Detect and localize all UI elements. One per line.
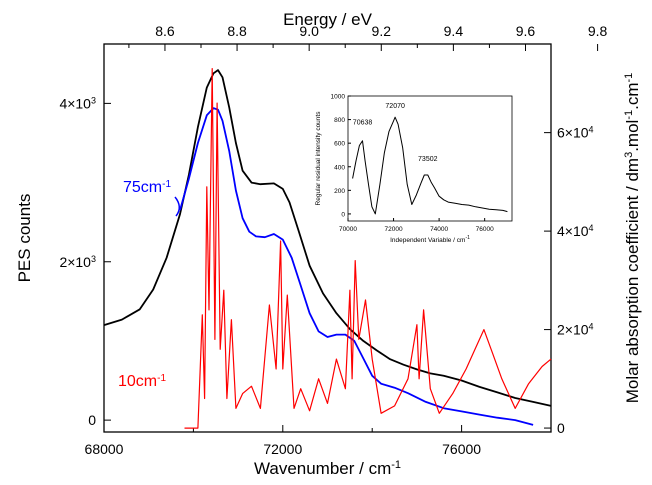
right-tick-label: 4×104 [557, 223, 594, 239]
inset-peak-label: 70638 [353, 119, 373, 126]
x-axis-label: Wavenumber / cm-1 [254, 459, 401, 478]
series-label-2: 10cm-1 [118, 373, 166, 391]
right-tick-label: 6×104 [557, 125, 594, 141]
plot-frame [103, 43, 552, 433]
top-tick-label: 9.4 [444, 23, 464, 39]
inset-y-tick-label: 0 [341, 211, 345, 218]
right-tick-label: 2×104 [557, 322, 594, 338]
x-tick-label: 76000 [442, 441, 481, 457]
inset-peak-label: 73502 [418, 156, 438, 163]
series-line-2 [184, 67, 552, 429]
series-label-leader [174, 196, 180, 217]
series-label-1: 75cm-1 [123, 179, 171, 197]
top-tick-label: 9.0 [299, 23, 319, 39]
series-line-1 [179, 107, 534, 426]
inset-x-tick-label: 74000 [430, 226, 448, 233]
inset-chart: 70000 72000 74000 76000 0 200 400 600 800 1000 Ind… [315, 94, 513, 244]
inset-y-tick-label: 600 [334, 141, 345, 148]
inset-y-tick-label: 200 [334, 188, 345, 195]
top-tick-label: 8.6 [155, 23, 175, 39]
left-tick-label: 4×103 [59, 95, 96, 111]
left-tick-label: 0 [88, 412, 96, 428]
inset-frame [347, 95, 513, 222]
x-tick-label: 68000 [85, 441, 124, 457]
inset-x-tick-label: 76000 [476, 226, 494, 233]
inset-peak-label: 72070 [385, 103, 405, 110]
inset-y-tick-label: 800 [334, 117, 345, 124]
main-series [103, 67, 552, 429]
x-tick-label: 72000 [263, 441, 302, 457]
right-axis-label: Molar absorption coefficient / dm3.mol-1… [623, 73, 642, 404]
top-tick-label: 9.2 [372, 23, 392, 39]
inset-x-tick-label: 72000 [385, 226, 403, 233]
inset-y-tick-label: 400 [334, 164, 345, 171]
right-tick-label: 0 [557, 420, 565, 436]
inset-series-line-0 [352, 116, 508, 215]
left-axis-label: PES counts [15, 194, 34, 283]
top-tick-label: 9.6 [516, 23, 536, 39]
top-tick-label: 8.8 [227, 23, 247, 39]
inset-y-axis-label: Regular residual intensity counts [315, 111, 322, 206]
main-axes: 68000 72000 76000 Wavenumber / cm-1 8.6 8.8 9.… [15, 10, 642, 478]
series-labels: 75cm-1 10cm-1 [118, 179, 180, 391]
inset-x-axis-label: Independent Variable / cm-1 [390, 235, 470, 244]
left-tick-label: 2×103 [59, 254, 96, 270]
top-tick-label: 9.8 [588, 23, 608, 39]
series-line-0 [103, 69, 552, 407]
inset-y-tick-label: 1000 [331, 94, 346, 101]
inset-x-tick-label: 70000 [339, 226, 357, 233]
top-axis-label: Energy / eV [283, 10, 372, 29]
